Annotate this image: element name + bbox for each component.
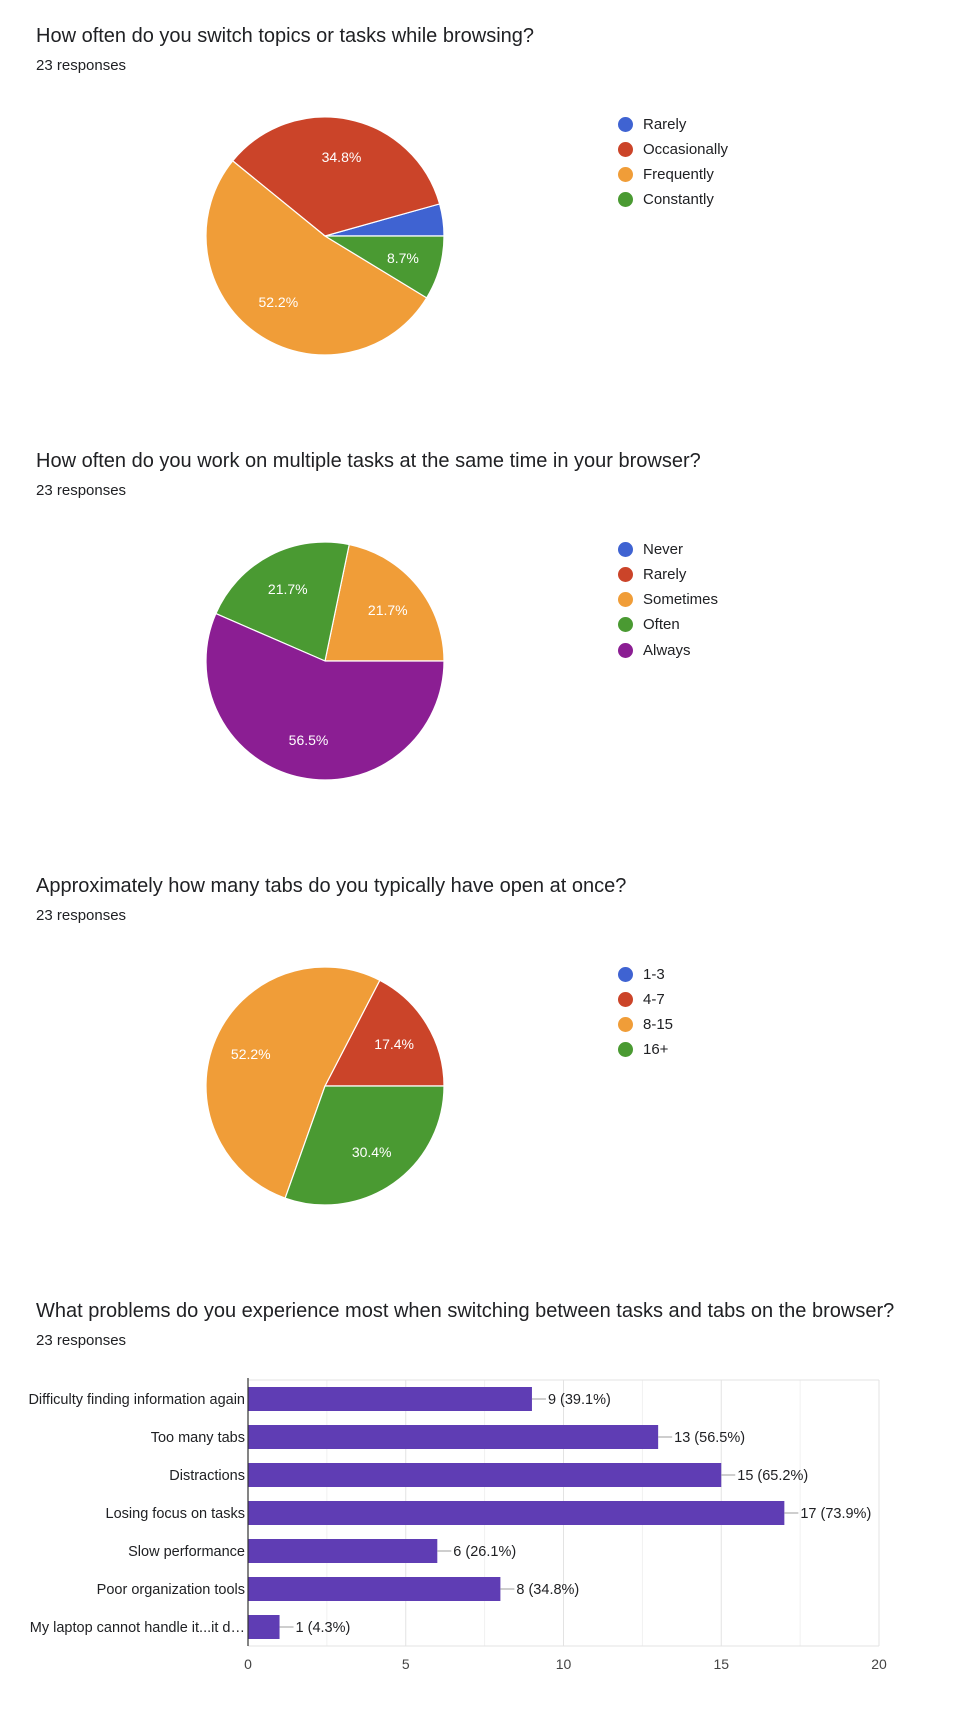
legend-label: Occasionally — [643, 140, 729, 158]
pie-data-label: 30.4% — [352, 1144, 392, 1160]
pie-section-3: Approximately how many tabs do you typic… — [0, 875, 966, 1275]
legend-swatch — [618, 1017, 633, 1033]
legend-label: 16+ — [643, 1041, 669, 1059]
legend-item: Sometimes — [618, 590, 718, 610]
bar — [248, 1425, 659, 1449]
bar-data-label: 1 (4.3%) — [296, 1620, 351, 1636]
pie-data-label: 21.7% — [268, 581, 308, 597]
legend-label: Rarely — [643, 115, 687, 133]
legend-label: Sometimes — [643, 591, 719, 609]
pie-chart: 21.7% 21.7% 56.5% — [205, 541, 445, 781]
response-count: 23 responses — [36, 907, 127, 924]
x-tick-label: 15 — [713, 1656, 729, 1672]
pie-slice-occasionally — [231, 116, 441, 237]
bar-chart: 0 5 10 15 20 Difficulty finding information a… — [28, 1378, 887, 1672]
question-title: Approximately how many tabs do you typic… — [36, 875, 627, 897]
legend-swatch — [618, 167, 633, 183]
pie-data-label: 52.2% — [258, 294, 298, 310]
legend-swatch — [618, 1042, 633, 1058]
legend-swatch — [618, 991, 633, 1007]
legend-label: 1-3 — [643, 965, 665, 983]
legend-label: Frequently — [643, 166, 714, 184]
pie-chart: 17.4% 52.2% 30.4% — [205, 966, 445, 1206]
category-label: Too many tabs — [151, 1430, 245, 1446]
pie-slice-4-7 — [324, 979, 445, 1087]
question-title: How often do you work on multiple tasks … — [36, 450, 701, 472]
bar-data-label: 17 (73.9%) — [800, 1506, 871, 1522]
bar — [248, 1463, 722, 1487]
bar — [248, 1539, 438, 1563]
x-tick-label: 0 — [244, 1656, 252, 1672]
category-label: Difficulty finding information again — [28, 1392, 245, 1408]
category-label: Losing focus on tasks — [106, 1506, 245, 1522]
legend-swatch — [618, 966, 633, 982]
pie-slice-always — [205, 612, 445, 781]
legend-label: Constantly — [643, 191, 714, 209]
response-count: 23 responses — [36, 482, 127, 499]
legend-swatch — [618, 642, 633, 658]
response-count: 23 responses — [36, 1332, 127, 1349]
legend-swatch — [618, 141, 633, 157]
legend-swatch — [618, 592, 633, 608]
pie-slice-16- — [284, 1085, 445, 1206]
legend-item: Rarely — [618, 564, 686, 584]
bar — [248, 1577, 501, 1601]
legend-swatch — [618, 116, 633, 132]
legend-item: 8-15 — [618, 1015, 673, 1035]
legend-item: 16+ — [618, 1040, 668, 1060]
question-title: How often do you switch topics or tasks … — [36, 25, 535, 47]
pie-data-label: 8.7% — [387, 250, 419, 266]
pie-slice-frequently — [205, 160, 428, 356]
legend-swatch — [618, 541, 633, 557]
pie-data-label: 34.8% — [322, 149, 362, 165]
legend-swatch — [618, 566, 633, 582]
bar-data-label: 13 (56.5%) — [674, 1430, 745, 1446]
bar-data-label: 9 (39.1%) — [548, 1392, 611, 1408]
legend-item: Occasionally — [618, 139, 728, 159]
pie-data-label: 21.7% — [368, 602, 408, 618]
category-label: My laptop cannot handle it...it d… — [30, 1620, 245, 1636]
legend-item: Never — [618, 539, 683, 559]
x-tick-label: 20 — [871, 1656, 887, 1672]
legend-item: Often — [618, 615, 680, 635]
category-label: Distractions — [169, 1468, 245, 1484]
legend-label: 8-15 — [643, 1016, 674, 1034]
pie-section-2: How often do you work on multiple tasks … — [0, 450, 966, 850]
legend-label: Often — [643, 616, 680, 634]
legend-label: 4-7 — [643, 990, 665, 1008]
pie-data-label: 17.4% — [374, 1036, 414, 1052]
pie-chart: 34.8% 52.2% 8.7% — [205, 116, 445, 356]
legend-label: Never — [643, 540, 684, 558]
response-count: 23 responses — [36, 57, 127, 74]
legend-label: Rarely — [643, 565, 687, 583]
pie-slice-often — [215, 541, 350, 662]
bar — [248, 1615, 280, 1639]
legend-item: 1-3 — [618, 964, 665, 984]
x-tick-label: 5 — [402, 1656, 410, 1672]
category-label: Slow performance — [128, 1544, 245, 1560]
legend-item: 4-7 — [618, 989, 665, 1009]
pie-slice-8-15 — [205, 966, 381, 1199]
bar-data-label: 6 (26.1%) — [453, 1544, 516, 1560]
category-label: Poor organization tools — [97, 1582, 245, 1598]
bar-data-label: 8 (34.8%) — [516, 1582, 579, 1598]
legend-item: Constantly — [618, 190, 714, 210]
bar — [248, 1501, 785, 1525]
legend-item: Rarely — [618, 114, 686, 134]
x-tick-label: 10 — [556, 1656, 572, 1672]
pie-section-1: How often do you switch topics or tasks … — [0, 25, 966, 425]
bar-section: What problems do you experience most whe… — [0, 1300, 966, 1714]
pie-slice-constantly — [322, 235, 445, 299]
legend-item: Always — [618, 640, 691, 660]
legend-label: Always — [643, 641, 691, 659]
bar — [248, 1387, 532, 1411]
pie-slice-sometimes — [324, 543, 445, 662]
question-title: What problems do you experience most whe… — [36, 1300, 895, 1322]
pie-data-label: 52.2% — [231, 1046, 271, 1062]
legend-swatch — [618, 192, 633, 208]
legend-item: Frequently — [618, 165, 714, 185]
legend-swatch — [618, 617, 633, 633]
pie-data-label: 56.5% — [289, 732, 329, 748]
bar-data-label: 15 (65.2%) — [737, 1468, 808, 1484]
